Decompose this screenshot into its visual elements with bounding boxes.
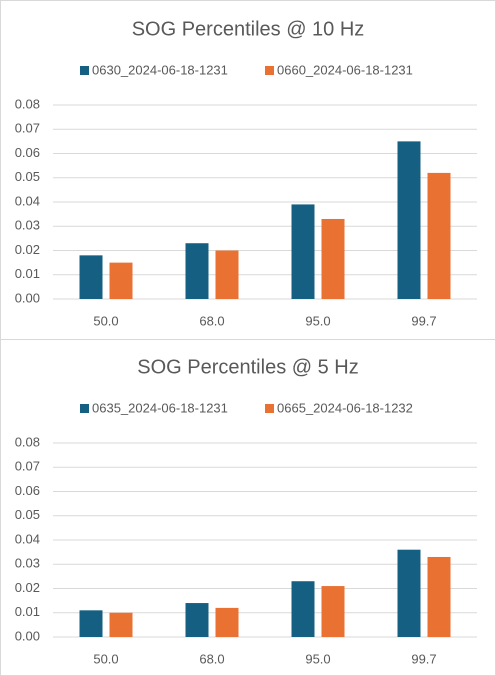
legend-swatch: [265, 66, 274, 75]
x-tick-label: 99.7: [411, 651, 436, 666]
chart-frame: [0, 0, 496, 340]
chart-title: SOG Percentiles @ 5 Hz: [137, 356, 358, 378]
y-tick-label: 0.04: [15, 193, 40, 208]
y-tick-label: 0.05: [15, 169, 40, 184]
bar: [185, 603, 209, 637]
y-tick-label: 0.02: [15, 242, 40, 257]
bar: [215, 607, 239, 637]
y-tick-label: 0.04: [15, 531, 40, 546]
y-tick-label: 0.01: [15, 604, 40, 619]
legend-swatch: [265, 404, 274, 413]
legend-swatch: [80, 66, 89, 75]
y-tick-label: 0.00: [15, 290, 40, 305]
x-tick-label: 68.0: [199, 651, 224, 666]
bar: [397, 549, 421, 637]
legend-label: 0635_2024-06-18-1231: [92, 400, 228, 415]
bar: [321, 586, 345, 637]
y-tick-label: 0.08: [15, 96, 40, 111]
bar: [215, 250, 239, 299]
x-tick-label: 68.0: [199, 313, 224, 328]
y-tick-label: 0.02: [15, 580, 40, 595]
legend-label: 0630_2024-06-18-1231: [92, 62, 228, 77]
x-tick-label: 50.0: [93, 651, 118, 666]
x-tick-label: 95.0: [305, 313, 330, 328]
bar: [79, 610, 103, 637]
y-tick-label: 0.03: [15, 556, 40, 571]
y-tick-label: 0.08: [15, 434, 40, 449]
bar: [291, 581, 315, 637]
bar: [397, 141, 421, 299]
bar: [109, 612, 133, 637]
chart-title: SOG Percentiles @ 10 Hz: [132, 18, 365, 40]
y-tick-label: 0.03: [15, 218, 40, 233]
y-tick-label: 0.06: [15, 483, 40, 498]
bar: [427, 172, 451, 299]
legend-label: 0660_2024-06-18-1231: [277, 62, 413, 77]
bar: [185, 243, 209, 299]
bar: [427, 556, 451, 637]
legend-swatch: [80, 404, 89, 413]
bar: [79, 255, 103, 299]
y-tick-label: 0.07: [15, 121, 40, 136]
x-tick-label: 50.0: [93, 313, 118, 328]
y-tick-label: 0.00: [15, 628, 40, 643]
y-tick-label: 0.06: [15, 145, 40, 160]
x-tick-label: 95.0: [305, 651, 330, 666]
bar: [291, 204, 315, 299]
x-tick-label: 99.7: [411, 313, 436, 328]
bar: [321, 218, 345, 299]
chart-frame: [0, 339, 496, 676]
y-tick-label: 0.01: [15, 266, 40, 281]
y-tick-label: 0.07: [15, 459, 40, 474]
y-tick-label: 0.05: [15, 507, 40, 522]
legend-label: 0665_2024-06-18-1232: [277, 400, 413, 415]
bar: [109, 262, 133, 299]
